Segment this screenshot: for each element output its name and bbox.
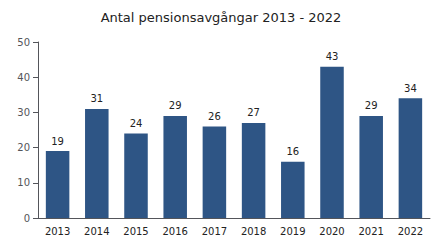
svg-text:2019: 2019 — [280, 226, 305, 237]
svg-text:27: 27 — [247, 107, 260, 118]
svg-text:29: 29 — [169, 100, 182, 111]
svg-text:2015: 2015 — [123, 226, 148, 237]
svg-text:30: 30 — [17, 107, 30, 118]
svg-text:26: 26 — [208, 111, 221, 122]
svg-text:2014: 2014 — [84, 226, 109, 237]
svg-text:31: 31 — [90, 93, 103, 104]
svg-text:Antal pensionsavgångar 2013 -: Antal pensionsavgångar 2013 - 2022 — [101, 10, 342, 25]
svg-text:43: 43 — [326, 51, 339, 62]
svg-text:0: 0 — [24, 213, 30, 224]
svg-text:2017: 2017 — [202, 226, 227, 237]
svg-text:24: 24 — [130, 118, 143, 129]
svg-text:10: 10 — [17, 177, 30, 188]
svg-text:2021: 2021 — [358, 226, 383, 237]
svg-text:50: 50 — [17, 37, 30, 48]
svg-text:2020: 2020 — [319, 226, 344, 237]
svg-text:2018: 2018 — [241, 226, 266, 237]
svg-text:16: 16 — [286, 146, 299, 157]
svg-text:2013: 2013 — [45, 226, 70, 237]
svg-text:34: 34 — [404, 83, 417, 94]
svg-text:40: 40 — [17, 72, 30, 83]
svg-text:29: 29 — [365, 100, 378, 111]
svg-text:20: 20 — [17, 142, 30, 153]
svg-text:19: 19 — [51, 136, 64, 147]
svg-text:2016: 2016 — [162, 226, 187, 237]
svg-text:2022: 2022 — [398, 226, 423, 237]
